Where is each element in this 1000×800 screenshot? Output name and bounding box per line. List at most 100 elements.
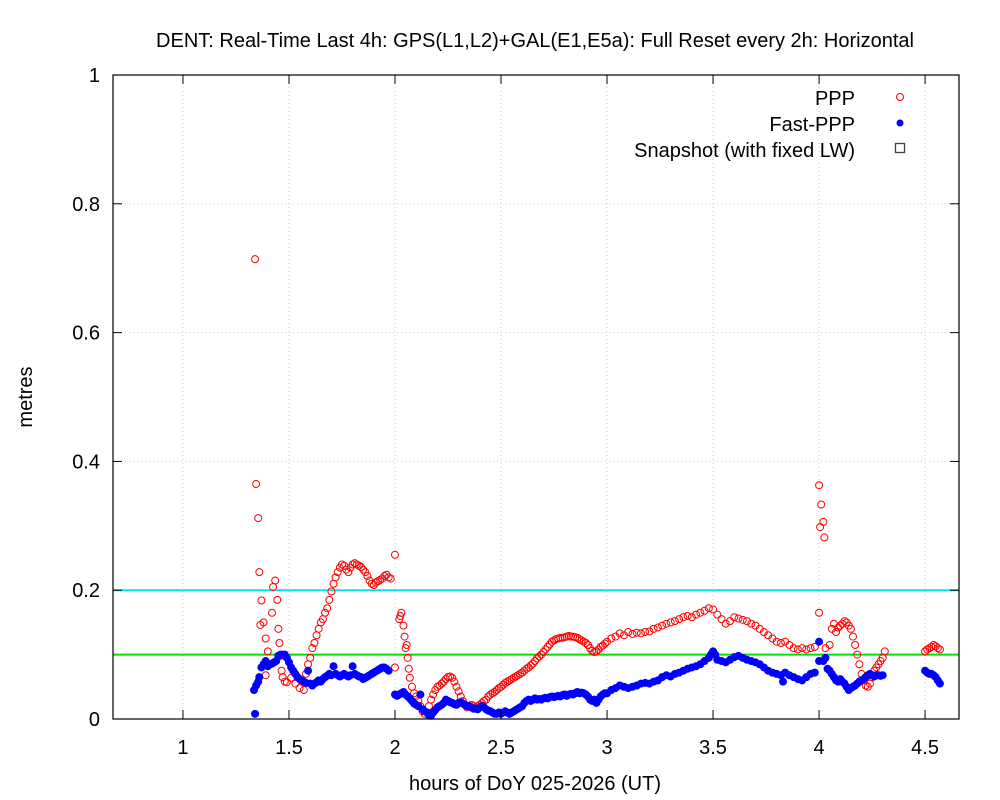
x-axis-label: hours of DoY 025-2026 (UT) [409,773,661,795]
plot-frame [112,74,960,720]
ppp-point [696,608,705,617]
ppp-point [575,635,584,644]
ppp-point [836,621,845,630]
axis-ticks [113,74,959,720]
ppp-point [437,679,446,688]
ppp-point [526,661,535,670]
ppp-point [399,621,408,630]
ppp-point [679,613,688,622]
x-tick-label: 1 [177,737,188,759]
ppp-point [331,573,340,582]
ppp-point [310,639,319,648]
ppp-point [255,568,264,577]
ppp-point [815,481,824,490]
y-tick-label: 0.2 [72,580,100,602]
y-tick-label: 0 [89,709,100,731]
ppp-point [840,617,849,626]
ppp-point [721,619,730,628]
ppp-point [507,675,516,684]
ppp-point [798,644,807,653]
ppp-point [254,514,263,523]
legend-label-fast-ppp: Fast-PPP [769,114,855,136]
ppp-point [935,645,944,654]
y-tick-labels: 0 0.2 0.4 0.6 0.8 1 [72,65,100,731]
ppp-point [274,624,283,633]
x-tick-label: 1.5 [275,737,303,759]
ppp-point [454,687,463,696]
ppp-point [815,608,824,617]
ppp-point [363,572,372,581]
ppp-point [429,690,438,699]
fast-ppp-point [255,673,264,682]
fast-ppp-point [810,668,819,677]
ppp-point [624,628,633,637]
ppp-point [675,615,684,624]
ppp-point [333,568,342,577]
ppp-point [401,644,410,653]
ppp-point [402,640,411,649]
ppp-point [295,684,304,693]
ppp-point [251,255,260,264]
ppp-point [257,596,266,605]
ppp-point [535,652,544,661]
ppp-point [687,613,696,622]
ppp-point [282,678,291,687]
ppp-point [271,576,280,585]
ppp-point [641,628,650,637]
ppp-point [577,636,586,645]
ppp-point [342,565,351,574]
fast-ppp-point [779,677,788,686]
ppp-point [503,677,512,686]
y-axis-label: metres [15,366,37,427]
ppp-point [704,604,713,613]
fast-ppp-point [329,662,338,671]
ppp-point [730,613,739,622]
legend-marker-snapshot [894,142,906,154]
ppp-point [709,605,718,614]
ppp-point [384,573,393,582]
ppp-point [793,645,802,654]
ppp-point [810,642,819,651]
ppp-point [658,621,667,630]
ppp-point [747,619,756,628]
ppp-point [327,587,336,596]
ppp-point [350,559,359,568]
ppp-point [299,686,308,695]
ppp-point [505,676,514,685]
ppp-point [403,653,412,662]
ppp-point [832,628,841,637]
ppp-point [352,560,361,569]
ppp-point [448,673,457,682]
ppp-point [344,568,353,577]
fast-ppp-point [304,666,313,675]
ppp-point [649,624,658,633]
fast-ppp-point [348,662,357,671]
ppp-point [855,660,864,669]
ppp-point [848,632,857,641]
ppp-point [539,648,548,657]
ppp-point [607,634,616,643]
y-tick-label: 0.4 [72,451,100,473]
ppp-point [734,614,743,623]
ppp-point [371,578,380,587]
ppp-point [819,517,828,526]
ppp-point [278,673,287,682]
ppp-point [592,647,601,656]
ppp-point [772,637,781,646]
x-tick-label: 4 [813,737,824,759]
ppp-point [261,634,270,643]
ppp-point [323,604,332,613]
fast-ppp-point [935,679,944,688]
ppp-point [692,610,701,619]
ppp-point [853,650,862,659]
fast-ppp-point [416,690,425,699]
ppp-point [820,533,829,542]
ppp-point [391,550,399,559]
ppp-point [486,690,495,699]
legend-marker-fast-ppp [896,119,904,127]
ppp-point [573,633,582,642]
x-tick-label: 2.5 [487,737,515,759]
ppp-point [386,574,395,583]
ppp-point [600,639,609,648]
ppp-point [662,619,671,628]
